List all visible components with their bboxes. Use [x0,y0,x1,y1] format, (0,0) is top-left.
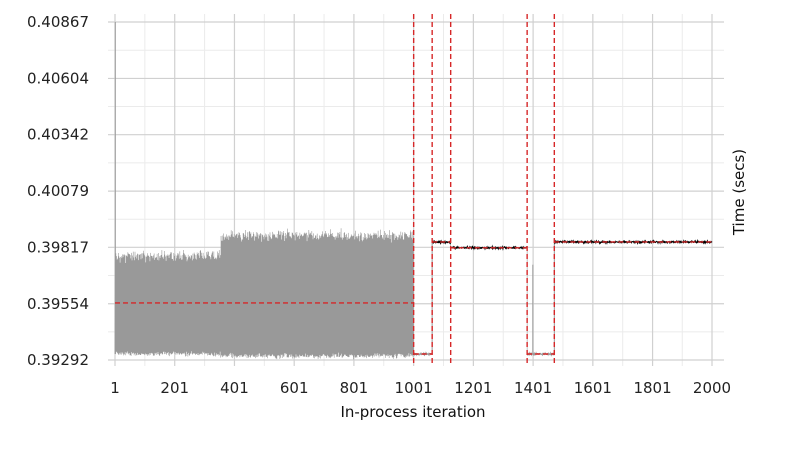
x-tick-label: 601 [280,379,309,397]
x-tick-label: 1801 [633,379,671,397]
y-tick-label: 0.40079 [27,182,89,200]
x-tick-label: 401 [220,379,249,397]
x-tick-label: 2000 [693,379,731,397]
y-tick-label: 0.39292 [27,351,89,369]
y-tick-label: 0.40342 [27,126,89,144]
x-tick-label: 201 [160,379,189,397]
segment-line [526,351,555,357]
x-axis-label: In-process iteration [340,403,485,421]
x-tick-label: 1 [110,379,120,397]
y-tick-label: 0.40867 [27,13,89,31]
y-tick-label: 0.39554 [27,295,89,313]
x-tick-label: 1201 [454,379,492,397]
x-tick-label: 1001 [395,379,433,397]
x-tick-label: 801 [340,379,369,397]
y-axis-ticks: 0.39292 0.39554 0.39817 0.40079 0.40342 0.406… [27,13,89,369]
x-tick-label: 1601 [574,379,612,397]
segment-means [115,241,712,355]
segment-line [553,238,713,245]
x-tick-label: 1401 [514,379,552,397]
x-axis-ticks: 1 201 401 601 801 1001 1201 1401 1601 1801 2000 [110,379,731,397]
changepoints [412,14,556,366]
y-tick-label: 0.39817 [27,238,89,256]
y-tick-label: 0.40604 [27,69,89,87]
y-axis-label: Time (secs) [730,149,748,236]
